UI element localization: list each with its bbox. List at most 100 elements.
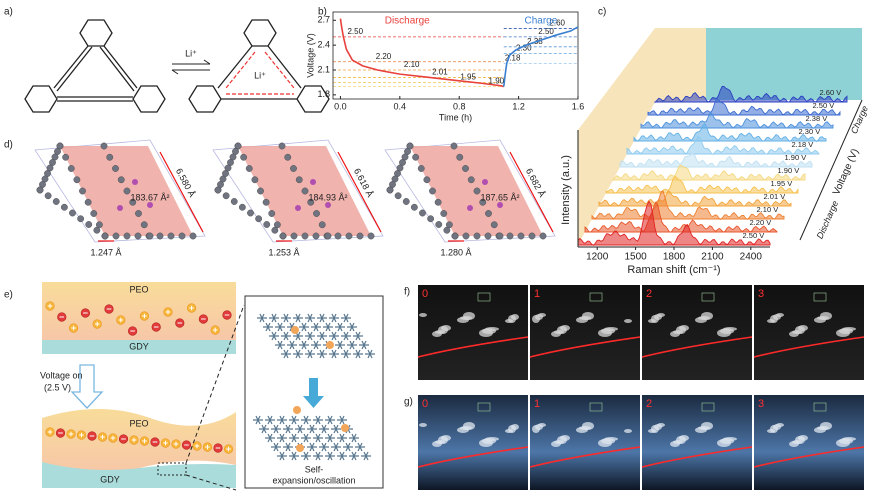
- layer-label: GDY: [100, 474, 120, 484]
- carbon-atom: [301, 232, 309, 240]
- network-node: [337, 433, 347, 443]
- network-node: [355, 442, 365, 452]
- layer-label: PEO: [129, 418, 148, 428]
- debris: [479, 439, 493, 447]
- panel-label: e): [4, 290, 13, 301]
- debris: [624, 319, 632, 323]
- x-tick-label: 1.2: [512, 101, 525, 111]
- carbon-atom: [462, 232, 470, 240]
- frame-number: 1: [534, 398, 540, 410]
- x-axis-title: Time (h): [439, 112, 472, 122]
- debris: [695, 317, 707, 323]
- debris: [836, 329, 850, 337]
- network-node: [301, 415, 311, 425]
- spectrum: [626, 136, 820, 155]
- debris: [576, 317, 588, 323]
- y-tick-label: 2.7: [317, 15, 330, 25]
- x-tick-label: 0.8: [453, 101, 466, 111]
- carbon-atom: [290, 165, 297, 172]
- carbon-atom: [135, 210, 142, 217]
- carbon-atom: [423, 176, 431, 184]
- carbon-atom: [295, 176, 303, 184]
- carbon-atom: [84, 198, 92, 206]
- network-node: [301, 433, 311, 443]
- debris: [576, 427, 588, 433]
- cell-edge: 6.618 Å: [352, 167, 375, 199]
- debris: [695, 427, 707, 433]
- carbon-atom: [67, 165, 75, 172]
- debris: [505, 429, 513, 433]
- network-node: [343, 442, 353, 452]
- debris: [432, 441, 442, 447]
- debris: [648, 429, 656, 433]
- series-label: Charge: [524, 16, 557, 27]
- video-frame: [642, 395, 752, 490]
- carbon-atom: [462, 165, 469, 172]
- carbon-atom: [123, 232, 131, 240]
- carbon-atom: [312, 232, 320, 240]
- scale-box: [813, 402, 827, 412]
- series-label: Discharge: [385, 16, 430, 27]
- network-node: [347, 322, 357, 332]
- carbon-atom: [60, 203, 68, 211]
- carbon-atom: [451, 232, 459, 240]
- video-frame: [530, 285, 640, 380]
- video-frame: [530, 395, 640, 490]
- process-arrow: [70, 364, 104, 409]
- curve: [339, 18, 504, 88]
- debris: [505, 319, 513, 323]
- scale-box: [701, 402, 715, 412]
- network-node: [329, 331, 339, 341]
- network-node: [275, 340, 285, 350]
- carbon-atom: [156, 232, 164, 240]
- spectrum-label: 1.90 V: [785, 153, 807, 162]
- spectrum: [654, 85, 848, 104]
- carbon-atom: [189, 232, 197, 240]
- x-tick-label: 1200: [586, 252, 609, 263]
- carbon-atom: [134, 232, 142, 240]
- carbon-atom: [443, 226, 451, 234]
- debris: [717, 329, 731, 337]
- network-node: [319, 424, 329, 434]
- scale-box: [477, 402, 491, 412]
- spectrum: [584, 201, 778, 233]
- panel-label: g): [404, 397, 413, 408]
- carbon-atom: [324, 232, 332, 240]
- network-node: [289, 433, 299, 443]
- network-node: [341, 349, 351, 359]
- spectrum-label: 2.18 V: [792, 140, 814, 149]
- level-label: 2.50: [538, 27, 554, 36]
- li-bonds: [225, 51, 295, 95]
- carbon-atom: [240, 153, 248, 161]
- carbon-atom: [262, 198, 270, 206]
- lithium-atom: [497, 202, 503, 208]
- network-node: [341, 331, 351, 341]
- carbon-atom: [52, 198, 60, 205]
- curve: [502, 26, 579, 87]
- carbon-atom: [85, 221, 93, 228]
- network-node: [337, 415, 347, 425]
- debris: [598, 329, 612, 337]
- debris: [624, 429, 632, 433]
- carbon-atom: [450, 142, 458, 150]
- carbon-atom: [506, 232, 514, 240]
- lithium-atom: [132, 179, 138, 185]
- carbon-atom: [334, 232, 342, 240]
- network-node: [259, 424, 269, 434]
- debris: [532, 425, 540, 433]
- network-node: [277, 415, 287, 425]
- network-node: [307, 424, 317, 434]
- network-node: [281, 349, 291, 359]
- spectrum: [577, 200, 771, 247]
- carbon-atom: [77, 215, 85, 223]
- scale-box: [477, 292, 491, 302]
- debris: [479, 329, 493, 337]
- network-node: [313, 415, 323, 425]
- carbon-atom: [402, 198, 410, 205]
- spectrum-label: 2.30 V: [799, 127, 821, 136]
- spectrum-label: 1.95 V: [771, 179, 793, 188]
- bond-length: 1.247 Å: [90, 247, 121, 257]
- carbon-atom: [36, 186, 44, 194]
- carbon-atom: [73, 176, 81, 184]
- frame-number: 0: [422, 288, 428, 300]
